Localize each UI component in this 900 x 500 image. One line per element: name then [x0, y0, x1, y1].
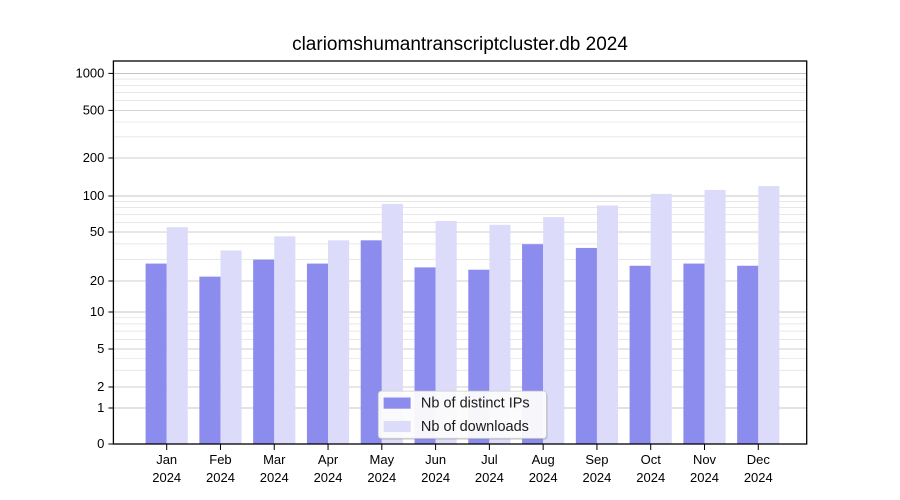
svg-text:100: 100 [83, 188, 105, 203]
svg-text:2024: 2024 [636, 470, 665, 485]
svg-text:Mar: Mar [263, 452, 286, 467]
svg-text:2024: 2024 [206, 470, 235, 485]
svg-text:Nb of downloads: Nb of downloads [421, 419, 529, 435]
svg-text:Dec: Dec [747, 452, 771, 467]
svg-text:1000: 1000 [75, 65, 104, 80]
svg-text:2024: 2024 [582, 470, 611, 485]
svg-text:Aug: Aug [532, 452, 555, 467]
svg-text:May: May [370, 452, 395, 467]
svg-text:2024: 2024 [744, 470, 773, 485]
svg-text:2024: 2024 [367, 470, 396, 485]
svg-text:Jun: Jun [425, 452, 446, 467]
svg-text:Apr: Apr [318, 452, 339, 467]
svg-text:2024: 2024 [421, 470, 450, 485]
svg-text:Oct: Oct [641, 452, 662, 467]
svg-text:2024: 2024 [314, 470, 343, 485]
svg-text:Sep: Sep [585, 452, 608, 467]
svg-text:Nb of distinct IPs: Nb of distinct IPs [421, 396, 530, 412]
svg-text:10: 10 [90, 304, 104, 319]
svg-text:2024: 2024 [690, 470, 719, 485]
svg-text:2: 2 [97, 379, 104, 394]
svg-text:500: 500 [83, 102, 105, 117]
svg-text:Feb: Feb [209, 452, 231, 467]
svg-text:200: 200 [83, 150, 105, 165]
svg-text:Jul: Jul [481, 452, 498, 467]
svg-text:20: 20 [90, 273, 104, 288]
svg-text:2024: 2024 [260, 470, 289, 485]
svg-text:Nov: Nov [693, 452, 717, 467]
svg-text:2024: 2024 [475, 470, 504, 485]
svg-text:0: 0 [97, 436, 104, 451]
svg-text:5: 5 [97, 341, 104, 356]
svg-text:clariomshumantranscriptcluster: clariomshumantranscriptcluster.db 2024 [292, 34, 628, 55]
svg-text:2024: 2024 [152, 470, 181, 485]
svg-text:1: 1 [97, 400, 104, 415]
svg-text:50: 50 [90, 224, 104, 239]
svg-text:2024: 2024 [529, 470, 558, 485]
svg-text:Jan: Jan [156, 452, 177, 467]
